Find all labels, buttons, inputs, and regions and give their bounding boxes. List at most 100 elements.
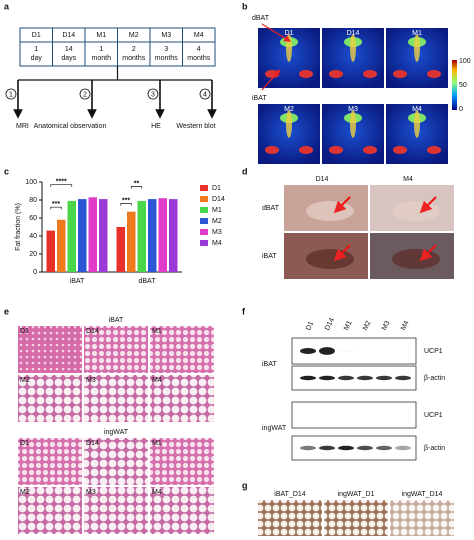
sig-label: **	[134, 180, 140, 187]
panel-label: d	[242, 166, 248, 176]
sig-bracket	[50, 206, 62, 210]
panel-g: iBAT_D14 ingWAT_D1 ingWAT_D14	[258, 491, 454, 536]
x-tick-label: iBAT	[70, 278, 85, 285]
step-number: 4	[203, 91, 207, 98]
blot	[291, 401, 417, 429]
stage-period: 1	[99, 46, 103, 53]
column-label: M4	[403, 176, 413, 183]
sig-label: ***	[52, 201, 60, 208]
panel-b: D1 D14 M1 M2 M3 M4 dBAT iBAT 100 50 0	[252, 15, 471, 164]
bar	[99, 199, 108, 272]
band	[300, 375, 316, 381]
bar	[148, 199, 157, 272]
image-label: D14	[86, 440, 99, 447]
band	[376, 375, 392, 381]
stage-period: day	[31, 55, 43, 62]
image-label: M2	[20, 489, 30, 496]
legend-swatch	[200, 185, 208, 191]
group-title: iBAT	[109, 317, 124, 324]
bar	[46, 230, 55, 272]
row-label: iBAT	[262, 253, 277, 260]
mri-fat	[427, 70, 441, 78]
period-box	[19, 41, 53, 67]
arrow	[261, 23, 292, 42]
mri-fat	[299, 70, 313, 78]
panel-label: g	[242, 480, 248, 490]
assay-label: Anatomical observation	[34, 123, 107, 130]
bar	[158, 198, 167, 272]
legend-swatch	[200, 229, 208, 235]
assay-label: MRI	[16, 123, 29, 130]
colorbar-tick: 0	[459, 106, 463, 113]
lane-label: M1	[343, 320, 353, 332]
band	[338, 445, 354, 451]
histology-image	[150, 487, 214, 534]
legend-swatch	[200, 196, 208, 202]
arrow	[419, 244, 437, 262]
bar	[88, 197, 97, 272]
mri-fat	[414, 34, 420, 62]
band	[319, 445, 335, 451]
assay-label: HE	[151, 123, 161, 130]
histology-image	[150, 375, 214, 422]
column-label: D14	[316, 176, 329, 183]
step-circle	[199, 88, 211, 100]
mri-fat	[363, 146, 377, 154]
mri-fat	[363, 70, 377, 78]
arrow	[333, 244, 351, 262]
mri-time: D1	[285, 30, 294, 37]
y-tick-label: 0	[33, 269, 37, 276]
sig-label: ****	[56, 179, 67, 186]
y-axis-label: Fat fraction (%)	[15, 203, 22, 251]
mri-fat	[350, 110, 356, 138]
arrow	[419, 196, 437, 214]
bar	[67, 200, 76, 272]
group-title: ingWAT	[104, 429, 129, 436]
lane-label: M2	[362, 320, 372, 332]
sig-bracket	[120, 203, 132, 206]
y-tick-label: 80	[29, 197, 37, 204]
panel-label: c	[4, 166, 9, 176]
stage-period: days	[61, 55, 76, 62]
mri-fat	[393, 146, 407, 154]
sig-label: ***	[122, 197, 130, 204]
mri-fat	[299, 146, 313, 154]
band	[395, 375, 411, 381]
panel-label: a	[4, 1, 10, 11]
histology-image	[84, 375, 148, 422]
legend-swatch	[200, 207, 208, 213]
mri-fat	[265, 146, 279, 154]
y-tick-label: 60	[29, 215, 37, 222]
colorbar-tick: 50	[459, 82, 467, 89]
tissue	[306, 201, 354, 221]
band	[338, 350, 354, 352]
histology-image	[18, 487, 82, 534]
band	[300, 445, 316, 451]
period-box	[182, 41, 216, 67]
band	[338, 375, 354, 381]
step-number: 2	[83, 91, 87, 98]
band-label: UCP1	[424, 412, 443, 419]
assay-label: Western blot	[176, 123, 215, 130]
image-label: M1	[152, 440, 162, 447]
band	[395, 445, 411, 451]
step-number: 1	[9, 91, 13, 98]
panel-d: D14 M4 dBAT iBAT	[262, 176, 454, 279]
sig-bracket	[50, 184, 73, 187]
mri-time: M4	[412, 106, 422, 113]
image-label: D1	[20, 440, 29, 447]
x-tick-label: dBAT	[139, 278, 157, 285]
bar	[169, 199, 178, 272]
image-label: M3	[86, 489, 96, 496]
step-circle	[5, 88, 17, 100]
stage-period: months	[122, 55, 145, 62]
histology-image	[18, 375, 82, 422]
bar	[127, 211, 136, 272]
panel-e: iBAT D1 D14 M1 M2 M3 M4 ingWAT D1 D14 M1 M2 M3 M4	[18, 317, 214, 534]
mri-time: M3	[348, 106, 358, 113]
band	[300, 348, 316, 354]
histology-image	[84, 487, 148, 534]
lane-label: M4	[400, 320, 410, 332]
